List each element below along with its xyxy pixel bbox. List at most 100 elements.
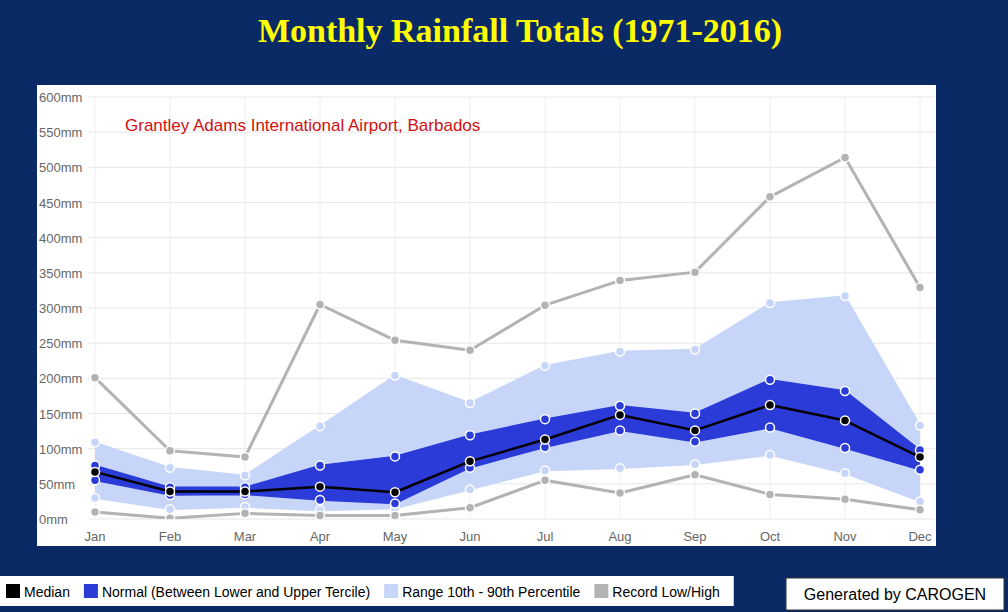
band-marker bbox=[466, 398, 475, 407]
record-marker bbox=[166, 446, 175, 455]
chart: Monthly Rainfall Totals (1971-2016) 0mm 50… bbox=[0, 0, 1008, 612]
y-tick-label: 550mm bbox=[39, 125, 82, 140]
record-marker bbox=[541, 476, 550, 485]
band-marker bbox=[391, 499, 400, 508]
title: Monthly Rainfall Totals (1971-2016) bbox=[258, 12, 782, 50]
median-marker bbox=[691, 426, 700, 435]
record-marker bbox=[166, 514, 175, 519]
band-marker bbox=[841, 469, 850, 478]
band-marker bbox=[916, 497, 925, 506]
series bbox=[91, 375, 925, 508]
record-marker bbox=[91, 373, 100, 382]
band-marker bbox=[466, 431, 475, 440]
grid-line bbox=[88, 167, 935, 168]
x-tick-label: Jan bbox=[85, 529, 106, 544]
grid-line bbox=[88, 97, 935, 98]
grid-line bbox=[88, 237, 935, 238]
median-marker bbox=[466, 457, 475, 466]
band-upper bbox=[95, 380, 920, 488]
median-marker bbox=[391, 488, 400, 497]
band-marker bbox=[766, 450, 775, 459]
band-marker bbox=[916, 465, 925, 474]
legend-label: Range 10th - 90th Percentile bbox=[402, 584, 580, 600]
band-marker bbox=[616, 401, 625, 410]
band-marker bbox=[841, 292, 850, 301]
record-marker bbox=[691, 470, 700, 479]
band-marker bbox=[766, 299, 775, 308]
y-tick-label: 450mm bbox=[39, 196, 82, 211]
median-marker bbox=[916, 453, 925, 462]
band-marker bbox=[316, 461, 325, 470]
band-marker bbox=[691, 345, 700, 354]
band-marker bbox=[616, 464, 625, 473]
record-marker bbox=[241, 509, 250, 518]
grid-line bbox=[88, 202, 935, 203]
series bbox=[91, 401, 925, 497]
grid bbox=[88, 97, 935, 519]
band-marker bbox=[166, 463, 175, 472]
y-tick-label: 300mm bbox=[39, 301, 82, 316]
record-line bbox=[95, 475, 920, 519]
record-marker bbox=[766, 490, 775, 499]
x-tick-label: Oct bbox=[760, 529, 781, 544]
legend-swatch bbox=[84, 584, 98, 598]
legend-swatch bbox=[6, 584, 20, 598]
band-marker bbox=[541, 361, 550, 370]
y-tick-label: 0mm bbox=[39, 512, 68, 527]
legend-swatch bbox=[594, 584, 608, 598]
x-tick-label: Jul bbox=[537, 529, 554, 544]
record-marker bbox=[616, 488, 625, 497]
median-marker bbox=[616, 410, 625, 419]
band-marker bbox=[766, 375, 775, 384]
band-marker bbox=[91, 476, 100, 485]
x-tick-label: Apr bbox=[310, 529, 331, 544]
subtitle: Grantley Adams International Airport, Ba… bbox=[125, 116, 480, 135]
record-marker bbox=[916, 505, 925, 514]
legend-label: Median bbox=[24, 584, 70, 600]
y-tick-label: 600mm bbox=[39, 90, 82, 105]
grid-line bbox=[88, 272, 935, 273]
band-marker bbox=[841, 386, 850, 395]
median-marker bbox=[91, 467, 100, 476]
grid-line bbox=[88, 519, 935, 520]
band-marker bbox=[691, 409, 700, 418]
median-marker bbox=[316, 482, 325, 491]
panel bbox=[37, 85, 936, 546]
record-marker bbox=[316, 511, 325, 519]
y-tick-label: 350mm bbox=[39, 266, 82, 281]
x-tick-label: Nov bbox=[833, 529, 857, 544]
credit-box bbox=[786, 578, 1004, 610]
legend-background bbox=[0, 576, 734, 606]
record-marker bbox=[916, 283, 925, 292]
y-tick-label: 400mm bbox=[39, 231, 82, 246]
background bbox=[0, 0, 1008, 612]
record-marker bbox=[91, 507, 100, 516]
x-tick-label: Jun bbox=[460, 529, 481, 544]
band-marker bbox=[616, 347, 625, 356]
record-marker bbox=[466, 346, 475, 355]
record-line bbox=[95, 157, 920, 457]
x-tick-label: Aug bbox=[608, 529, 631, 544]
legend: Median Normal (Between Lower and Upper Te… bbox=[6, 584, 720, 600]
legend-label: Record Low/High bbox=[612, 584, 719, 600]
legend-label: Normal (Between Lower and Upper Tercile) bbox=[102, 584, 370, 600]
y-tick-label: 500mm bbox=[39, 160, 82, 175]
band-marker bbox=[691, 460, 700, 469]
band-marker bbox=[316, 496, 325, 505]
band-marker bbox=[166, 505, 175, 514]
band-marker bbox=[391, 452, 400, 461]
y-tick-label: 200mm bbox=[39, 371, 82, 386]
band-marker bbox=[91, 493, 100, 502]
series bbox=[91, 292, 925, 516]
median-marker bbox=[766, 401, 775, 410]
x-tick-label: Sep bbox=[683, 529, 706, 544]
record-marker bbox=[616, 276, 625, 285]
record-marker bbox=[841, 495, 850, 504]
band-marker bbox=[241, 471, 250, 480]
record-marker bbox=[466, 503, 475, 512]
band-marker bbox=[91, 438, 100, 447]
median-marker bbox=[541, 435, 550, 444]
record-marker bbox=[391, 336, 400, 345]
credit: Generated by CAROGEN bbox=[804, 586, 986, 603]
band-marker bbox=[391, 371, 400, 380]
